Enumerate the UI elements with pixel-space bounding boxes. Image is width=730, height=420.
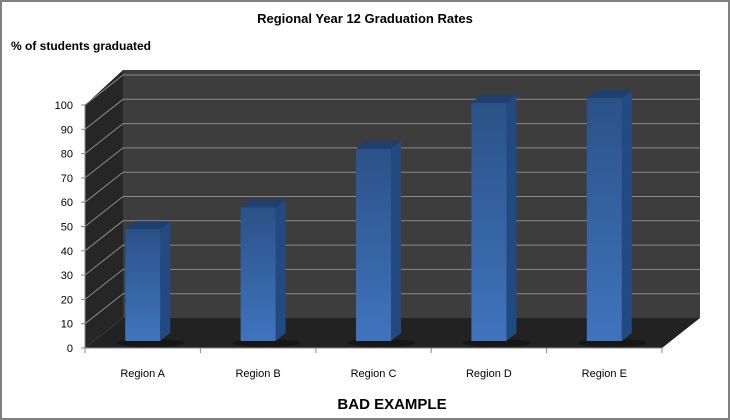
y-tick-label: 80 [61,149,73,161]
bar-top [240,199,286,208]
side-wall [85,70,123,348]
gridline [84,74,700,106]
bar-side [275,199,286,341]
bar-top [356,141,401,150]
chart-caption: BAD EXAMPLE [337,396,446,413]
y-tick-label: 0 [67,343,73,355]
chart-title: Regional Year 12 Graduation Rates [257,11,473,26]
y-tick-label: 50 [61,222,73,234]
bar [125,229,161,341]
bar [586,98,622,341]
y-axis-label: % of students graduated [11,39,151,53]
bar-top [125,221,171,230]
bar-top [471,94,517,103]
y-tick-label: 60 [61,197,73,209]
x-tick-label: Region D [466,368,512,380]
y-tick-label: 70 [61,173,73,185]
bar-side [391,141,401,341]
bar-side [160,221,171,341]
y-tick-label: 20 [61,294,73,306]
bar-side [506,94,517,341]
x-tick-label: Region E [582,368,627,380]
bar-side [621,90,632,341]
x-tick-label: Region C [351,368,397,380]
bar-top [586,90,632,98]
y-tick-label: 90 [61,124,73,136]
y-tick-label: 10 [61,319,73,331]
bar [240,207,276,341]
x-tick-label: Region A [120,368,165,380]
y-tick-label: 30 [61,270,73,282]
bar [471,102,507,341]
y-tick-label: 100 [55,100,73,112]
x-tick-label: Region B [235,368,280,380]
y-tick-label: 40 [61,246,73,258]
bar [356,149,391,341]
